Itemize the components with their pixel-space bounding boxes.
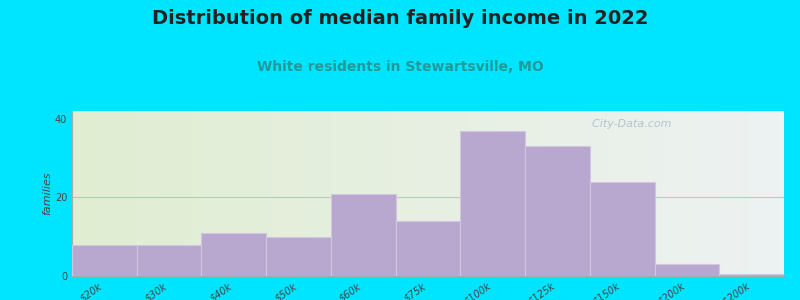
Bar [72,244,137,276]
Bar [525,146,590,276]
Bar [590,182,654,276]
Text: City-Data.com: City-Data.com [585,119,671,129]
Bar [331,194,396,276]
Bar [396,221,460,276]
Y-axis label: families: families [42,172,52,215]
Text: Distribution of median family income in 2022: Distribution of median family income in … [152,9,648,28]
Bar [266,237,331,276]
Bar [202,233,266,276]
Bar [654,264,719,276]
Bar [137,244,202,276]
Bar [460,130,525,276]
Text: White residents in Stewartsville, MO: White residents in Stewartsville, MO [257,60,543,74]
Bar [719,274,784,276]
